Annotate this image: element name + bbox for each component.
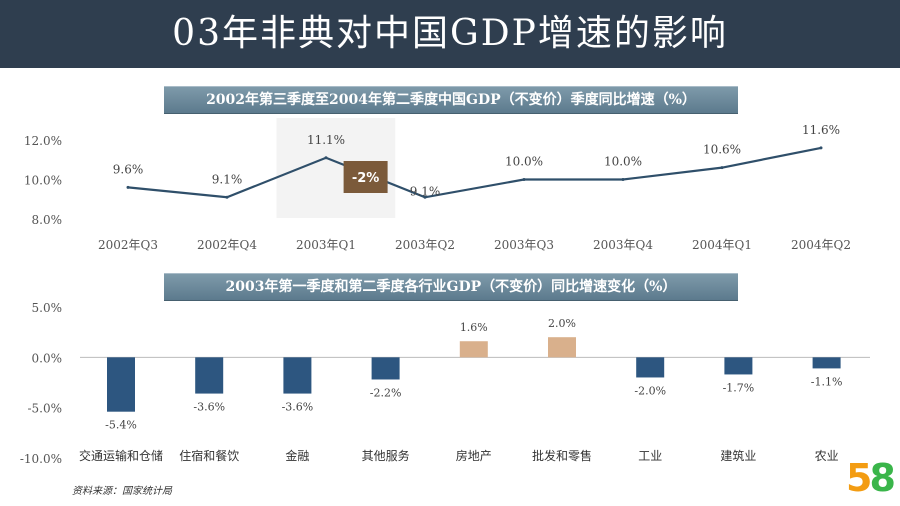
x-tick-label-2: 其他服务 (362, 448, 410, 463)
industry-bar (371, 357, 400, 380)
line-point (423, 195, 427, 199)
x-tick-label-1: 2004年Q2 (791, 238, 851, 252)
source-note: 资料来源：国家统计局 (72, 486, 172, 497)
industry-bar (283, 357, 312, 394)
line-value-label: 9.6% (113, 162, 144, 176)
bar-value-label: 2.0% (548, 317, 576, 330)
bar-value-label: 1.6% (460, 321, 488, 334)
bar-value-label: -3.6% (282, 401, 314, 414)
y-tick-label-1: 10.0% (24, 174, 62, 188)
industry-bar (459, 341, 488, 358)
x-tick-label-2: 农业 (815, 449, 839, 463)
x-tick-label-1: 2004年Q1 (692, 238, 752, 252)
y-tick-label-2: 0.0% (32, 351, 63, 365)
logo-digit-8: 8 (869, 456, 896, 500)
y-tick-label-1: 8.0% (32, 213, 63, 227)
y-tick-label-2: -5.0% (27, 402, 62, 416)
x-tick-label-2: 交通运输和仓储 (79, 448, 163, 463)
x-tick-label-2: 房地产 (456, 448, 492, 463)
y-tick-label-2: -10.0% (20, 452, 62, 466)
line-value-label: 10.6% (703, 143, 741, 157)
industry-bar (195, 357, 224, 394)
logo-digit-5: 5 (846, 456, 873, 500)
industry-bar (636, 357, 665, 378)
x-tick-label-1: 2003年Q1 (296, 238, 356, 252)
brand-logo: 58 (846, 456, 896, 500)
line-point (225, 195, 229, 199)
x-tick-label-2: 住宿和餐饮 (179, 448, 239, 463)
x-tick-label-2: 批发和零售 (532, 448, 592, 463)
annotation-label: -2% (352, 171, 379, 186)
x-tick-label-1: 2003年Q4 (593, 238, 653, 252)
y-tick-label-2: 5.0% (32, 301, 63, 315)
industry-bar (107, 357, 135, 412)
bar-value-label: -1.7% (723, 381, 755, 394)
chart2-title: 2003年第一季度和第二季度各行业GDP（不变价）同比增速变化（%） (164, 273, 738, 301)
industry-bar (812, 357, 841, 369)
bar-value-label: -2.0% (634, 384, 666, 397)
x-tick-label-2: 金融 (285, 448, 309, 463)
x-tick-label-1: 2003年Q2 (395, 238, 455, 252)
line-value-label: 10.0% (505, 155, 543, 169)
line-value-label: 9.1% (410, 184, 441, 198)
line-value-label: 9.1% (212, 172, 243, 186)
y-tick-label-1: 12.0% (24, 134, 62, 148)
x-tick-label-1: 2002年Q3 (98, 238, 158, 252)
industry-bar (724, 357, 753, 375)
industry-bar (548, 337, 576, 358)
line-point (819, 146, 823, 150)
gdp-growth-line (127, 146, 822, 199)
line-value-label: 10.0% (604, 155, 642, 169)
header-bar: 03年非典对中国GDP增速的影响 (0, 0, 900, 68)
x-tick-label-2: 工业 (638, 449, 662, 463)
line-point (621, 178, 625, 181)
line-value-label: 11.6% (802, 123, 840, 137)
annotation-box (343, 161, 388, 193)
line-point (324, 156, 328, 160)
line-point (522, 178, 526, 181)
page-title: 03年非典对中国GDP增速的影响 (172, 13, 728, 54)
bar-value-label: -5.4% (105, 419, 137, 432)
line-value-label: 11.1% (307, 133, 345, 147)
line-point (126, 185, 130, 189)
bar-value-label: -2.2% (370, 386, 402, 399)
line-point (720, 166, 724, 170)
chart1-title: 2002年第三季度至2004年第二季度中国GDP（不变价）季度同比增速（%） (164, 86, 738, 114)
bar-value-label: -3.6% (193, 401, 225, 414)
bar-value-label: -1.1% (811, 375, 843, 388)
x-tick-label-1: 2003年Q3 (494, 238, 554, 252)
x-tick-label-2: 建筑业 (720, 448, 756, 463)
x-tick-label-1: 2002年Q4 (197, 238, 257, 252)
